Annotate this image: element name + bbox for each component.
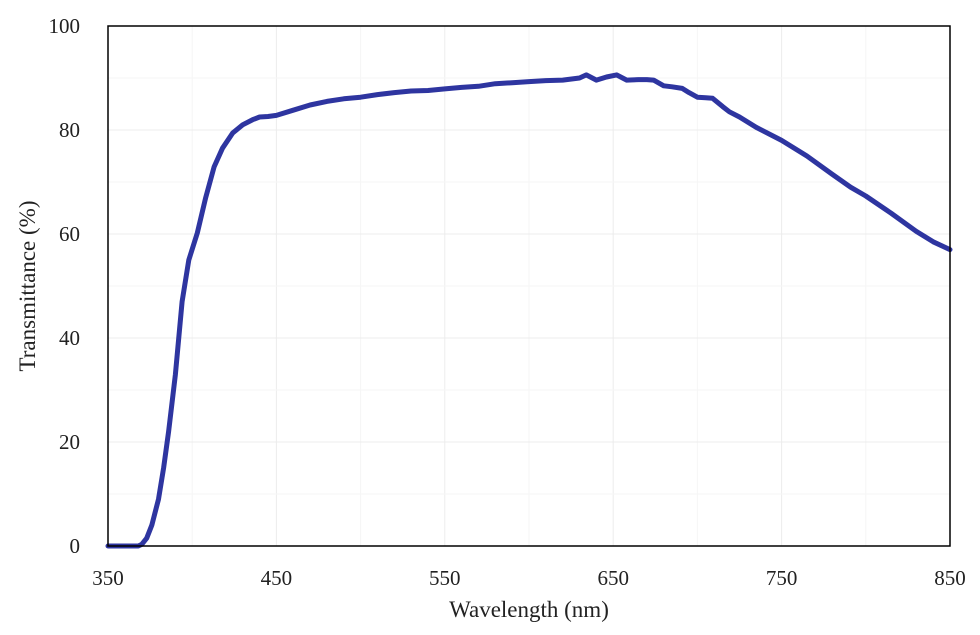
y-tick-label: 40 [59,326,80,350]
x-tick-label: 550 [429,566,461,590]
series-layer [105,72,953,549]
y-tick-label: 100 [49,14,81,38]
x-tick-label: 750 [766,566,798,590]
series-line-transmittance [105,72,953,549]
plot-frame [107,25,951,547]
grid [107,25,951,547]
x-tick-label: 350 [92,566,124,590]
x-tick-labels: 350 450 550 650 750 850 [92,566,966,590]
y-tick-label: 80 [59,118,80,142]
x-axis-label: Wavelength (nm) [449,597,609,622]
y-axis-label: Transmittance (%) [15,201,40,372]
x-tick-label: 450 [261,566,293,590]
y-tick-label: 20 [59,430,80,454]
y-tick-label: 0 [70,534,81,558]
x-tick-label: 850 [934,566,966,590]
y-tick-labels: 0 20 40 60 80 100 [49,14,81,558]
x-tick-label: 650 [597,566,629,590]
y-tick-label: 60 [59,222,80,246]
